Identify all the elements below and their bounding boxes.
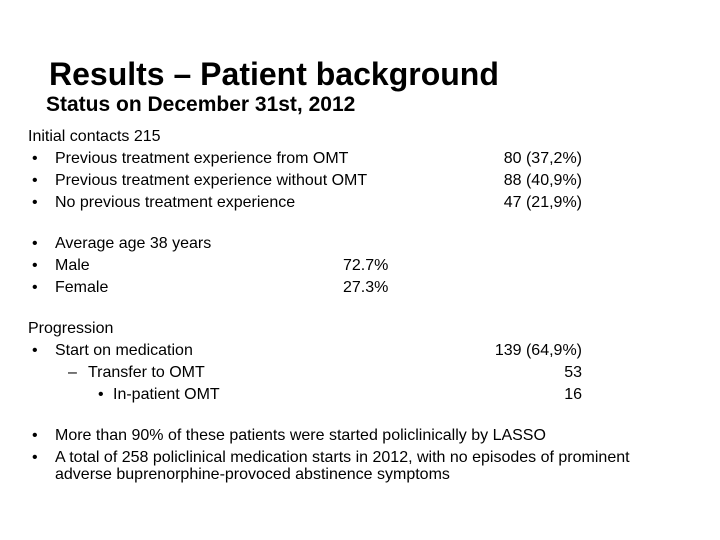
- list-item-text: In-patient OMT: [113, 386, 220, 403]
- section-heading: Progression: [28, 320, 638, 337]
- bullet-icon: •: [32, 342, 38, 359]
- list-item-text: No previous treatment experience: [55, 194, 296, 211]
- section-gap: [28, 216, 638, 235]
- heading-text: Progression: [28, 320, 114, 337]
- list-item: • Female 27.3%: [28, 279, 638, 296]
- list-item-text: A total of 258 policlinical medication s…: [55, 449, 630, 483]
- list-item-value: 53: [564, 364, 582, 381]
- list-item-value: 139 (64,9%): [494, 342, 582, 359]
- section-demographics: • Average age 38 years • Male 72.7% • Fe…: [28, 235, 638, 296]
- list-item: • Male 72.7%: [28, 257, 638, 274]
- section-initial-contacts: Initial contacts 215 • Previous treatmen…: [28, 128, 638, 211]
- list-item-value: 72.7%: [343, 257, 389, 274]
- section-notes: • More than 90% of these patients were s…: [28, 427, 638, 483]
- bullet-icon: •: [32, 235, 38, 252]
- bullet-icon: •: [32, 194, 38, 211]
- list-item: • Previous treatment experience from OMT…: [28, 150, 638, 167]
- section-progression: Progression • Start on medication 139 (6…: [28, 320, 638, 403]
- bullet-icon: •: [32, 427, 38, 444]
- list-item-value: 88 (40,9%): [503, 172, 582, 189]
- bullet-icon: •: [32, 172, 38, 189]
- slide-title: Results – Patient background: [49, 56, 499, 93]
- bullet-icon: •: [98, 386, 104, 403]
- heading-text: Initial contacts 215: [28, 128, 161, 145]
- slide-body: Initial contacts 215 • Previous treatmen…: [28, 128, 638, 488]
- bullet-icon: •: [32, 257, 38, 274]
- slide-subtitle: Status on December 31st, 2012: [46, 93, 356, 117]
- dash-icon: –: [68, 364, 77, 381]
- section-gap: [28, 301, 638, 320]
- list-item-text: Average age 38 years: [55, 235, 212, 252]
- list-item: • Start on medication 139 (64,9%): [28, 342, 638, 359]
- list-item: • No previous treatment experience 47 (2…: [28, 194, 638, 211]
- list-item-text: Start on medication: [55, 342, 193, 359]
- list-item: • Previous treatment experience without …: [28, 172, 638, 189]
- list-item-text: Transfer to OMT: [88, 364, 205, 381]
- list-item-text: Previous treatment experience without OM…: [55, 172, 368, 189]
- list-item-text: Male: [55, 257, 90, 274]
- list-item: – Transfer to OMT 53: [28, 364, 638, 381]
- section-heading: Initial contacts 215: [28, 128, 638, 145]
- bullet-icon: •: [32, 449, 38, 466]
- list-item-text: Previous treatment experience from OMT: [55, 150, 349, 167]
- list-item: • More than 90% of these patients were s…: [28, 427, 638, 444]
- list-item-value: 80 (37,2%): [503, 150, 582, 167]
- bullet-icon: •: [32, 150, 38, 167]
- list-item-text: Female: [55, 279, 109, 296]
- list-item-text: More than 90% of these patients were sta…: [55, 427, 546, 444]
- list-item-value: 27.3%: [343, 279, 389, 296]
- list-item-value: 47 (21,9%): [503, 194, 582, 211]
- list-item-value: 16: [564, 386, 582, 403]
- section-gap: [28, 408, 638, 427]
- list-item: • Average age 38 years: [28, 235, 638, 252]
- list-item: • A total of 258 policlinical medication…: [28, 449, 638, 483]
- bullet-icon: •: [32, 279, 38, 296]
- list-item: • In-patient OMT 16: [28, 386, 638, 403]
